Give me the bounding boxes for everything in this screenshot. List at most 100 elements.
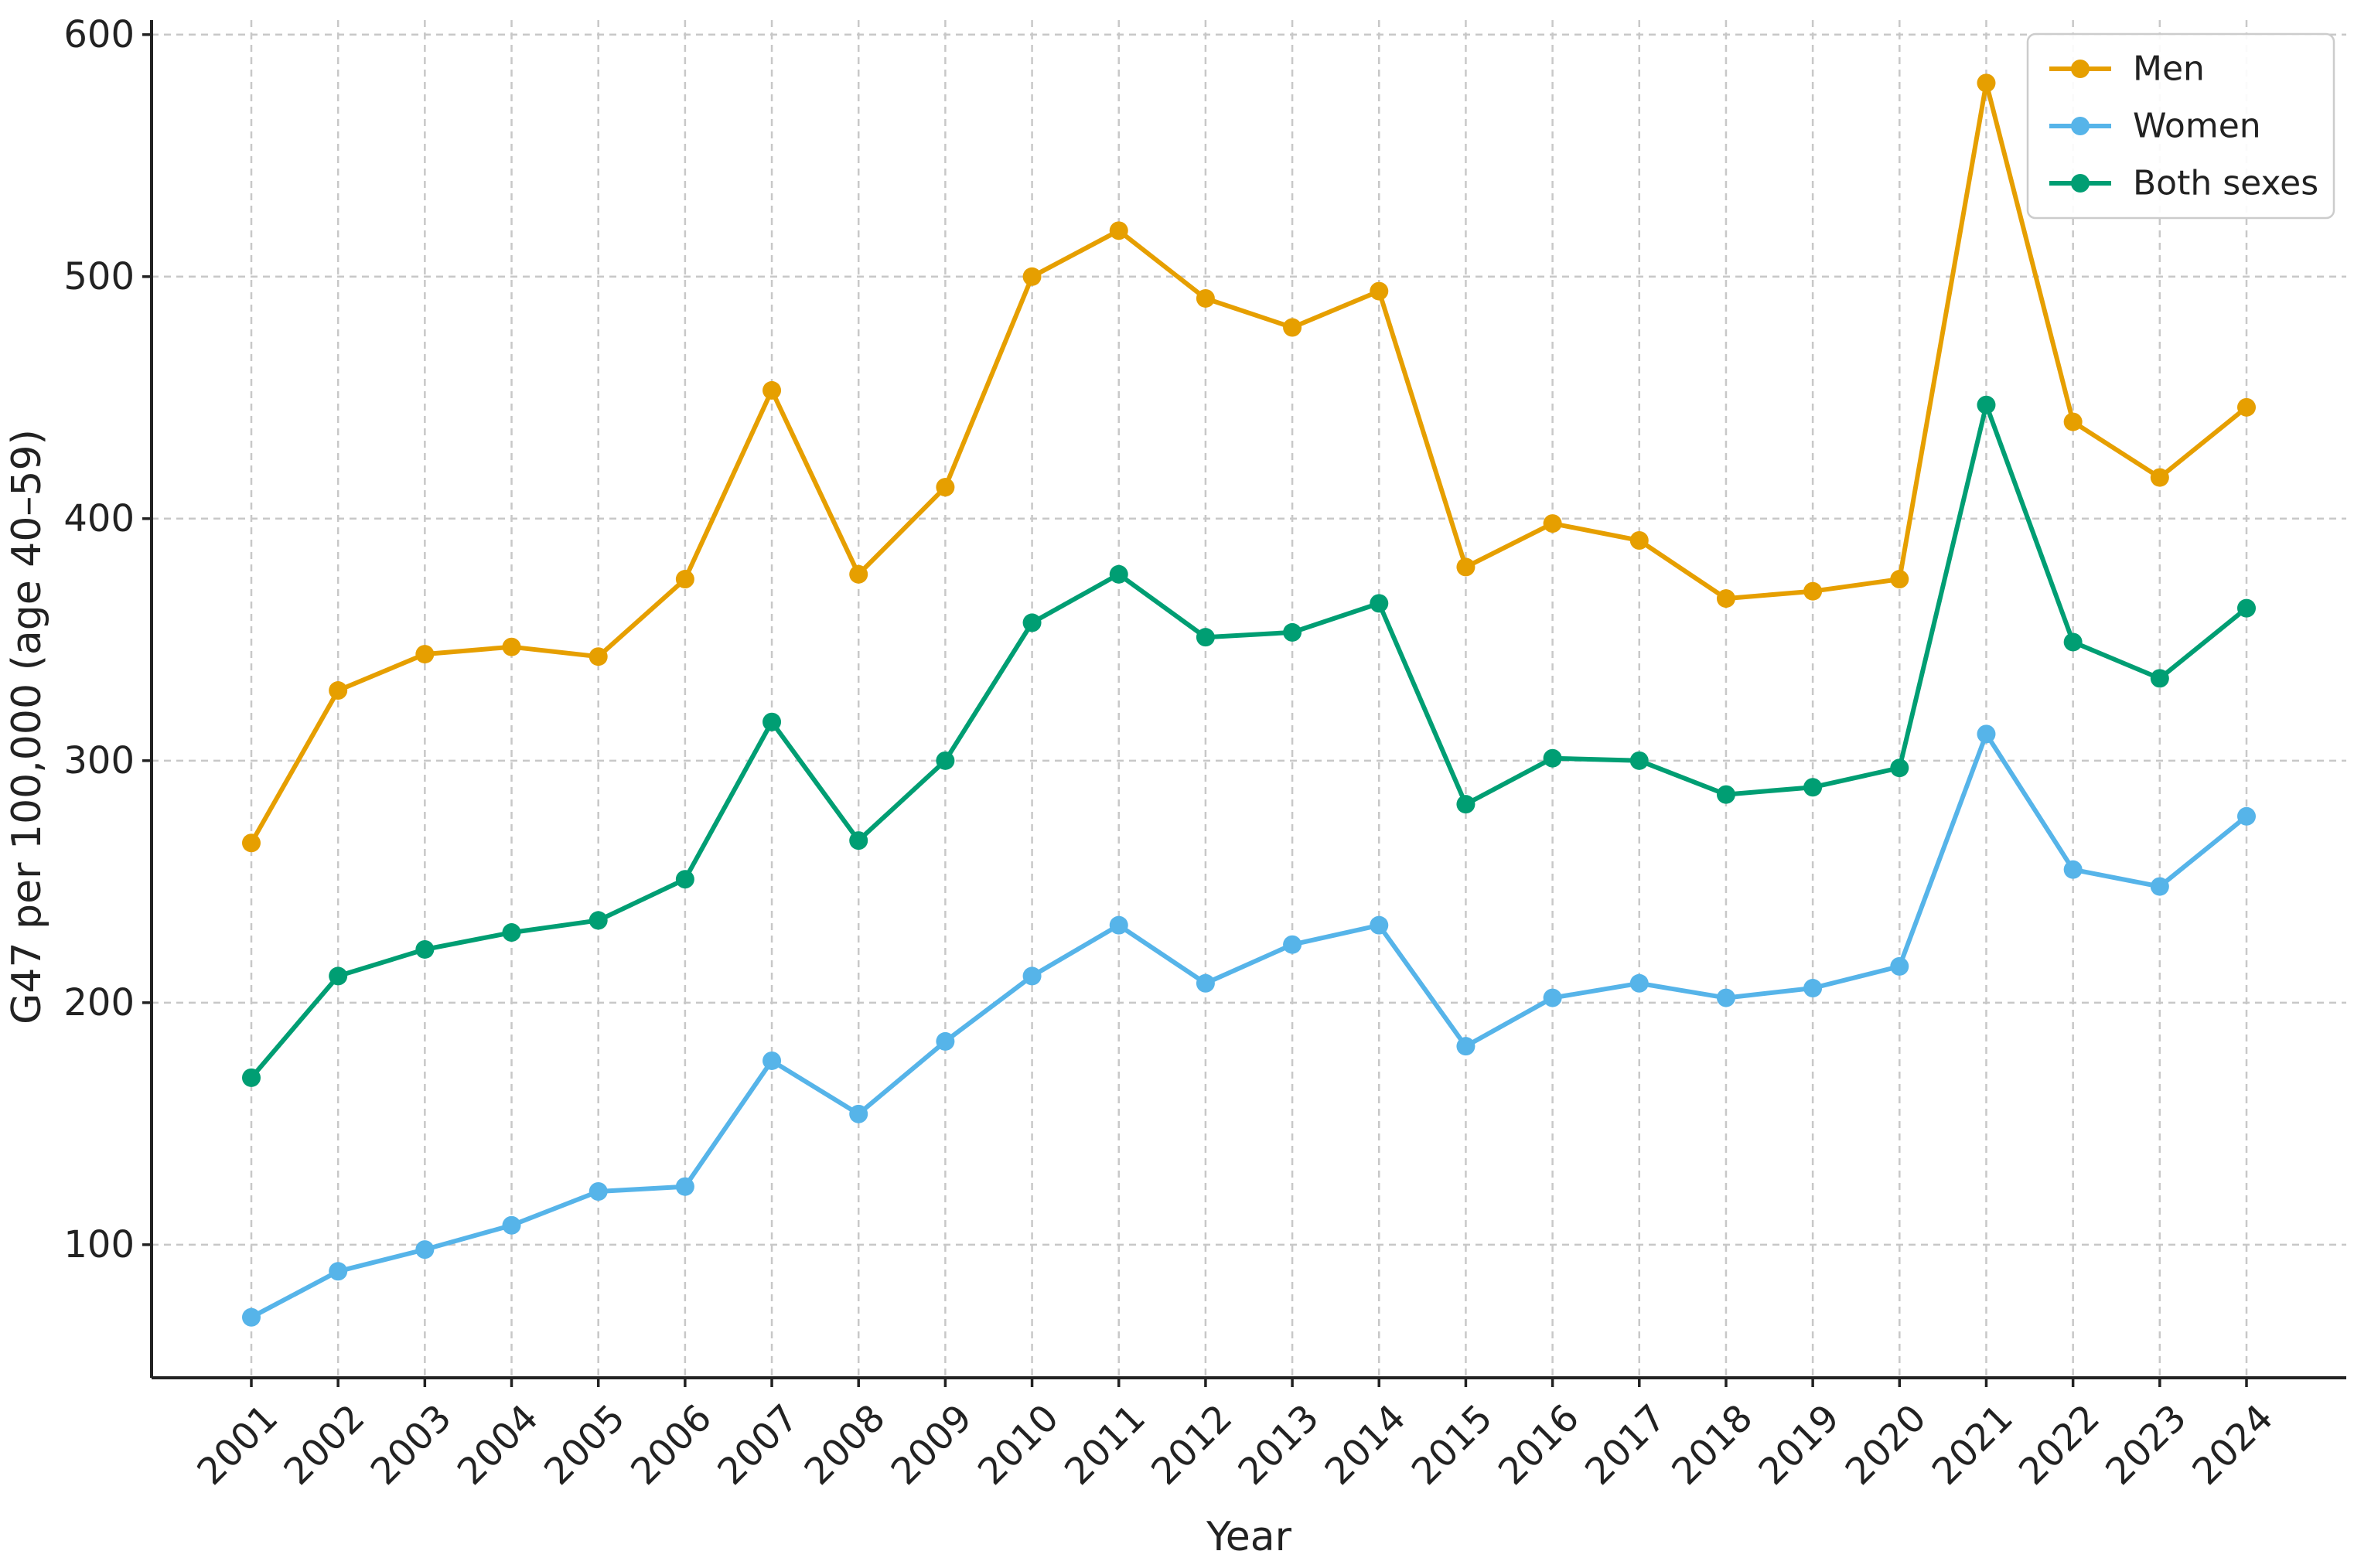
data-point-both-sexes xyxy=(1890,758,1909,778)
data-point-women xyxy=(1196,973,1215,993)
x-tick-label: 2016 xyxy=(1490,1396,1588,1494)
data-point-men xyxy=(675,570,694,589)
data-point-women xyxy=(2237,806,2256,826)
data-point-women xyxy=(1803,979,1823,998)
data-point-men xyxy=(242,833,261,853)
x-tick-label: 2022 xyxy=(2011,1396,2108,1494)
data-point-women xyxy=(1629,973,1649,993)
legend-swatch-marker xyxy=(2071,60,2090,78)
gridlines xyxy=(152,20,2346,1378)
data-point-women xyxy=(242,1307,261,1327)
data-point-both-sexes xyxy=(242,1068,261,1087)
data-point-men xyxy=(1109,221,1128,240)
x-tick-label: 2023 xyxy=(2097,1396,2195,1494)
series-both-sexes xyxy=(242,395,2256,1087)
data-point-women xyxy=(1890,956,1909,976)
x-tick-label: 2020 xyxy=(1837,1396,1935,1494)
x-tick-label: 2015 xyxy=(1404,1396,1501,1494)
y-tick-label: 600 xyxy=(63,13,135,56)
data-point-both-sexes xyxy=(1629,751,1649,770)
data-point-women xyxy=(1543,988,1562,1007)
data-point-men xyxy=(588,647,608,666)
data-point-women xyxy=(502,1215,521,1235)
x-tick-label: 2017 xyxy=(1577,1396,1674,1494)
data-point-women xyxy=(936,1031,955,1051)
data-point-women xyxy=(415,1240,435,1260)
data-point-women xyxy=(1283,935,1302,954)
data-point-men xyxy=(1022,267,1042,286)
legend-items: Men Women Both sexes xyxy=(2049,49,2318,203)
data-point-both-sexes xyxy=(1022,613,1042,632)
data-point-both-sexes xyxy=(1977,395,1996,414)
data-point-women xyxy=(329,1262,348,1281)
legend-label: Men xyxy=(2133,49,2205,89)
data-point-both-sexes xyxy=(2150,669,2169,688)
data-point-both-sexes xyxy=(329,966,348,986)
data-point-both-sexes xyxy=(2237,598,2256,618)
x-tick-label: 2006 xyxy=(623,1396,720,1494)
data-point-both-sexes xyxy=(849,831,868,850)
data-point-men xyxy=(762,380,782,400)
data-point-women xyxy=(762,1051,782,1070)
x-tick-label: 2024 xyxy=(2184,1396,2281,1494)
data-point-women xyxy=(1716,988,1735,1007)
x-axis-title: Year xyxy=(1206,1514,1292,1560)
data-point-both-sexes xyxy=(1370,594,1389,613)
data-point-both-sexes xyxy=(502,923,521,943)
data-point-both-sexes xyxy=(1543,748,1562,768)
legend-entry-men: Men xyxy=(2049,49,2205,89)
x-tick-label: 2019 xyxy=(1751,1396,1848,1494)
series-line-both-sexes xyxy=(249,402,2249,1080)
legend-entry-both-sexes: Both sexes xyxy=(2049,164,2318,203)
legend-frame xyxy=(2026,32,2335,220)
legend-entry-women: Women xyxy=(2049,107,2261,146)
data-point-both-sexes xyxy=(1803,778,1823,797)
x-tick-label: 2003 xyxy=(363,1396,460,1494)
x-tick-label: 2001 xyxy=(189,1396,286,1494)
data-point-men xyxy=(936,478,955,497)
data-point-women xyxy=(2150,877,2169,896)
data-point-men xyxy=(1803,581,1823,601)
data-point-men xyxy=(1196,288,1215,308)
x-tick-label: 2004 xyxy=(449,1396,547,1494)
data-point-men xyxy=(1890,570,1909,589)
axes xyxy=(150,20,2346,1379)
data-point-men xyxy=(2237,397,2256,417)
data-point-women xyxy=(588,1181,608,1201)
x-tick-label: 2012 xyxy=(1143,1396,1240,1494)
data-point-men xyxy=(1629,530,1649,550)
x-tick-label: 2018 xyxy=(1663,1396,1761,1494)
data-point-men xyxy=(1977,73,1996,93)
data-point-both-sexes xyxy=(2063,632,2083,652)
x-tick-label: 2008 xyxy=(797,1396,894,1494)
data-point-men xyxy=(329,681,348,700)
data-point-both-sexes xyxy=(1196,628,1215,647)
data-point-men xyxy=(1716,589,1735,608)
data-point-men xyxy=(415,645,435,664)
data-point-both-sexes xyxy=(1109,564,1128,584)
y-tick-label: 100 xyxy=(63,1223,135,1266)
x-tick-label: 2002 xyxy=(276,1396,374,1494)
x-tick-label: 2005 xyxy=(536,1396,633,1494)
series-men xyxy=(242,73,2256,853)
legend: Men Women Both sexes xyxy=(2026,32,2335,220)
data-point-men xyxy=(1543,514,1562,533)
data-point-both-sexes xyxy=(675,870,694,889)
x-tick-label: 2021 xyxy=(1924,1396,2021,1494)
data-point-both-sexes xyxy=(1716,785,1735,804)
y-tick-label: 200 xyxy=(63,981,135,1024)
series xyxy=(242,73,2256,1327)
legend-swatch-marker xyxy=(2071,117,2090,135)
legend-swatch-marker xyxy=(2071,174,2090,193)
data-point-men xyxy=(849,564,868,584)
data-point-men xyxy=(1370,281,1389,301)
data-point-women xyxy=(675,1177,694,1196)
series-line-men xyxy=(249,80,2249,846)
data-point-women xyxy=(1109,915,1128,935)
data-point-both-sexes xyxy=(1283,622,1302,642)
x-tick-label: 2011 xyxy=(1056,1396,1154,1494)
legend-label: Both sexes xyxy=(2133,164,2318,203)
data-point-women xyxy=(849,1104,868,1123)
x-tick-label: 2010 xyxy=(970,1396,1067,1494)
